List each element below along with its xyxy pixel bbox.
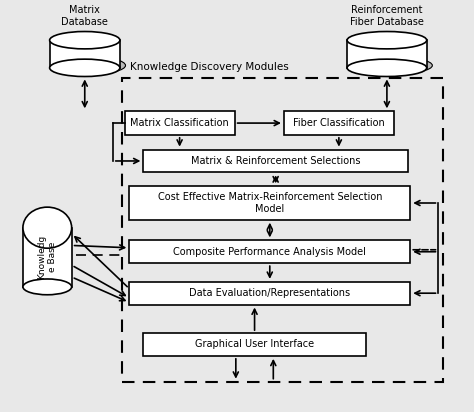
Bar [129, 240, 410, 263]
Ellipse shape [50, 59, 120, 77]
Ellipse shape [347, 59, 427, 77]
Text: Composite Performance Analysis Model: Composite Performance Analysis Model [173, 247, 366, 257]
Bar [122, 78, 443, 382]
Bar [129, 186, 410, 220]
Bar [143, 150, 408, 172]
Bar [23, 228, 72, 287]
Bar [125, 111, 235, 135]
Circle shape [23, 207, 72, 248]
Ellipse shape [353, 57, 432, 74]
Text: Matrix & Reinforcement Selections: Matrix & Reinforcement Selections [191, 156, 360, 166]
Text: Fiber Classification: Fiber Classification [293, 118, 385, 128]
Text: Knowledg
e Base: Knowledg e Base [37, 235, 57, 279]
Bar [347, 40, 427, 68]
Text: Matrix Classification: Matrix Classification [130, 118, 229, 128]
Text: Graphical User Interface: Graphical User Interface [195, 339, 314, 349]
Ellipse shape [50, 31, 120, 49]
Text: Cost Effective Matrix-Reinforcement Selection
Model: Cost Effective Matrix-Reinforcement Sele… [157, 192, 382, 214]
Text: Reinforcement
Fiber Database: Reinforcement Fiber Database [350, 5, 424, 27]
Ellipse shape [347, 31, 427, 49]
Bar [143, 333, 366, 356]
Bar [284, 111, 394, 135]
Ellipse shape [55, 57, 126, 74]
Bar [50, 40, 120, 68]
Ellipse shape [23, 279, 72, 295]
Text: Matrix
Database: Matrix Database [61, 5, 108, 27]
Bar [129, 282, 410, 304]
Text: Data Evaluation/Representations: Data Evaluation/Representations [189, 288, 350, 298]
Text: Knowledge Discovery Modules: Knowledge Discovery Modules [129, 62, 288, 72]
